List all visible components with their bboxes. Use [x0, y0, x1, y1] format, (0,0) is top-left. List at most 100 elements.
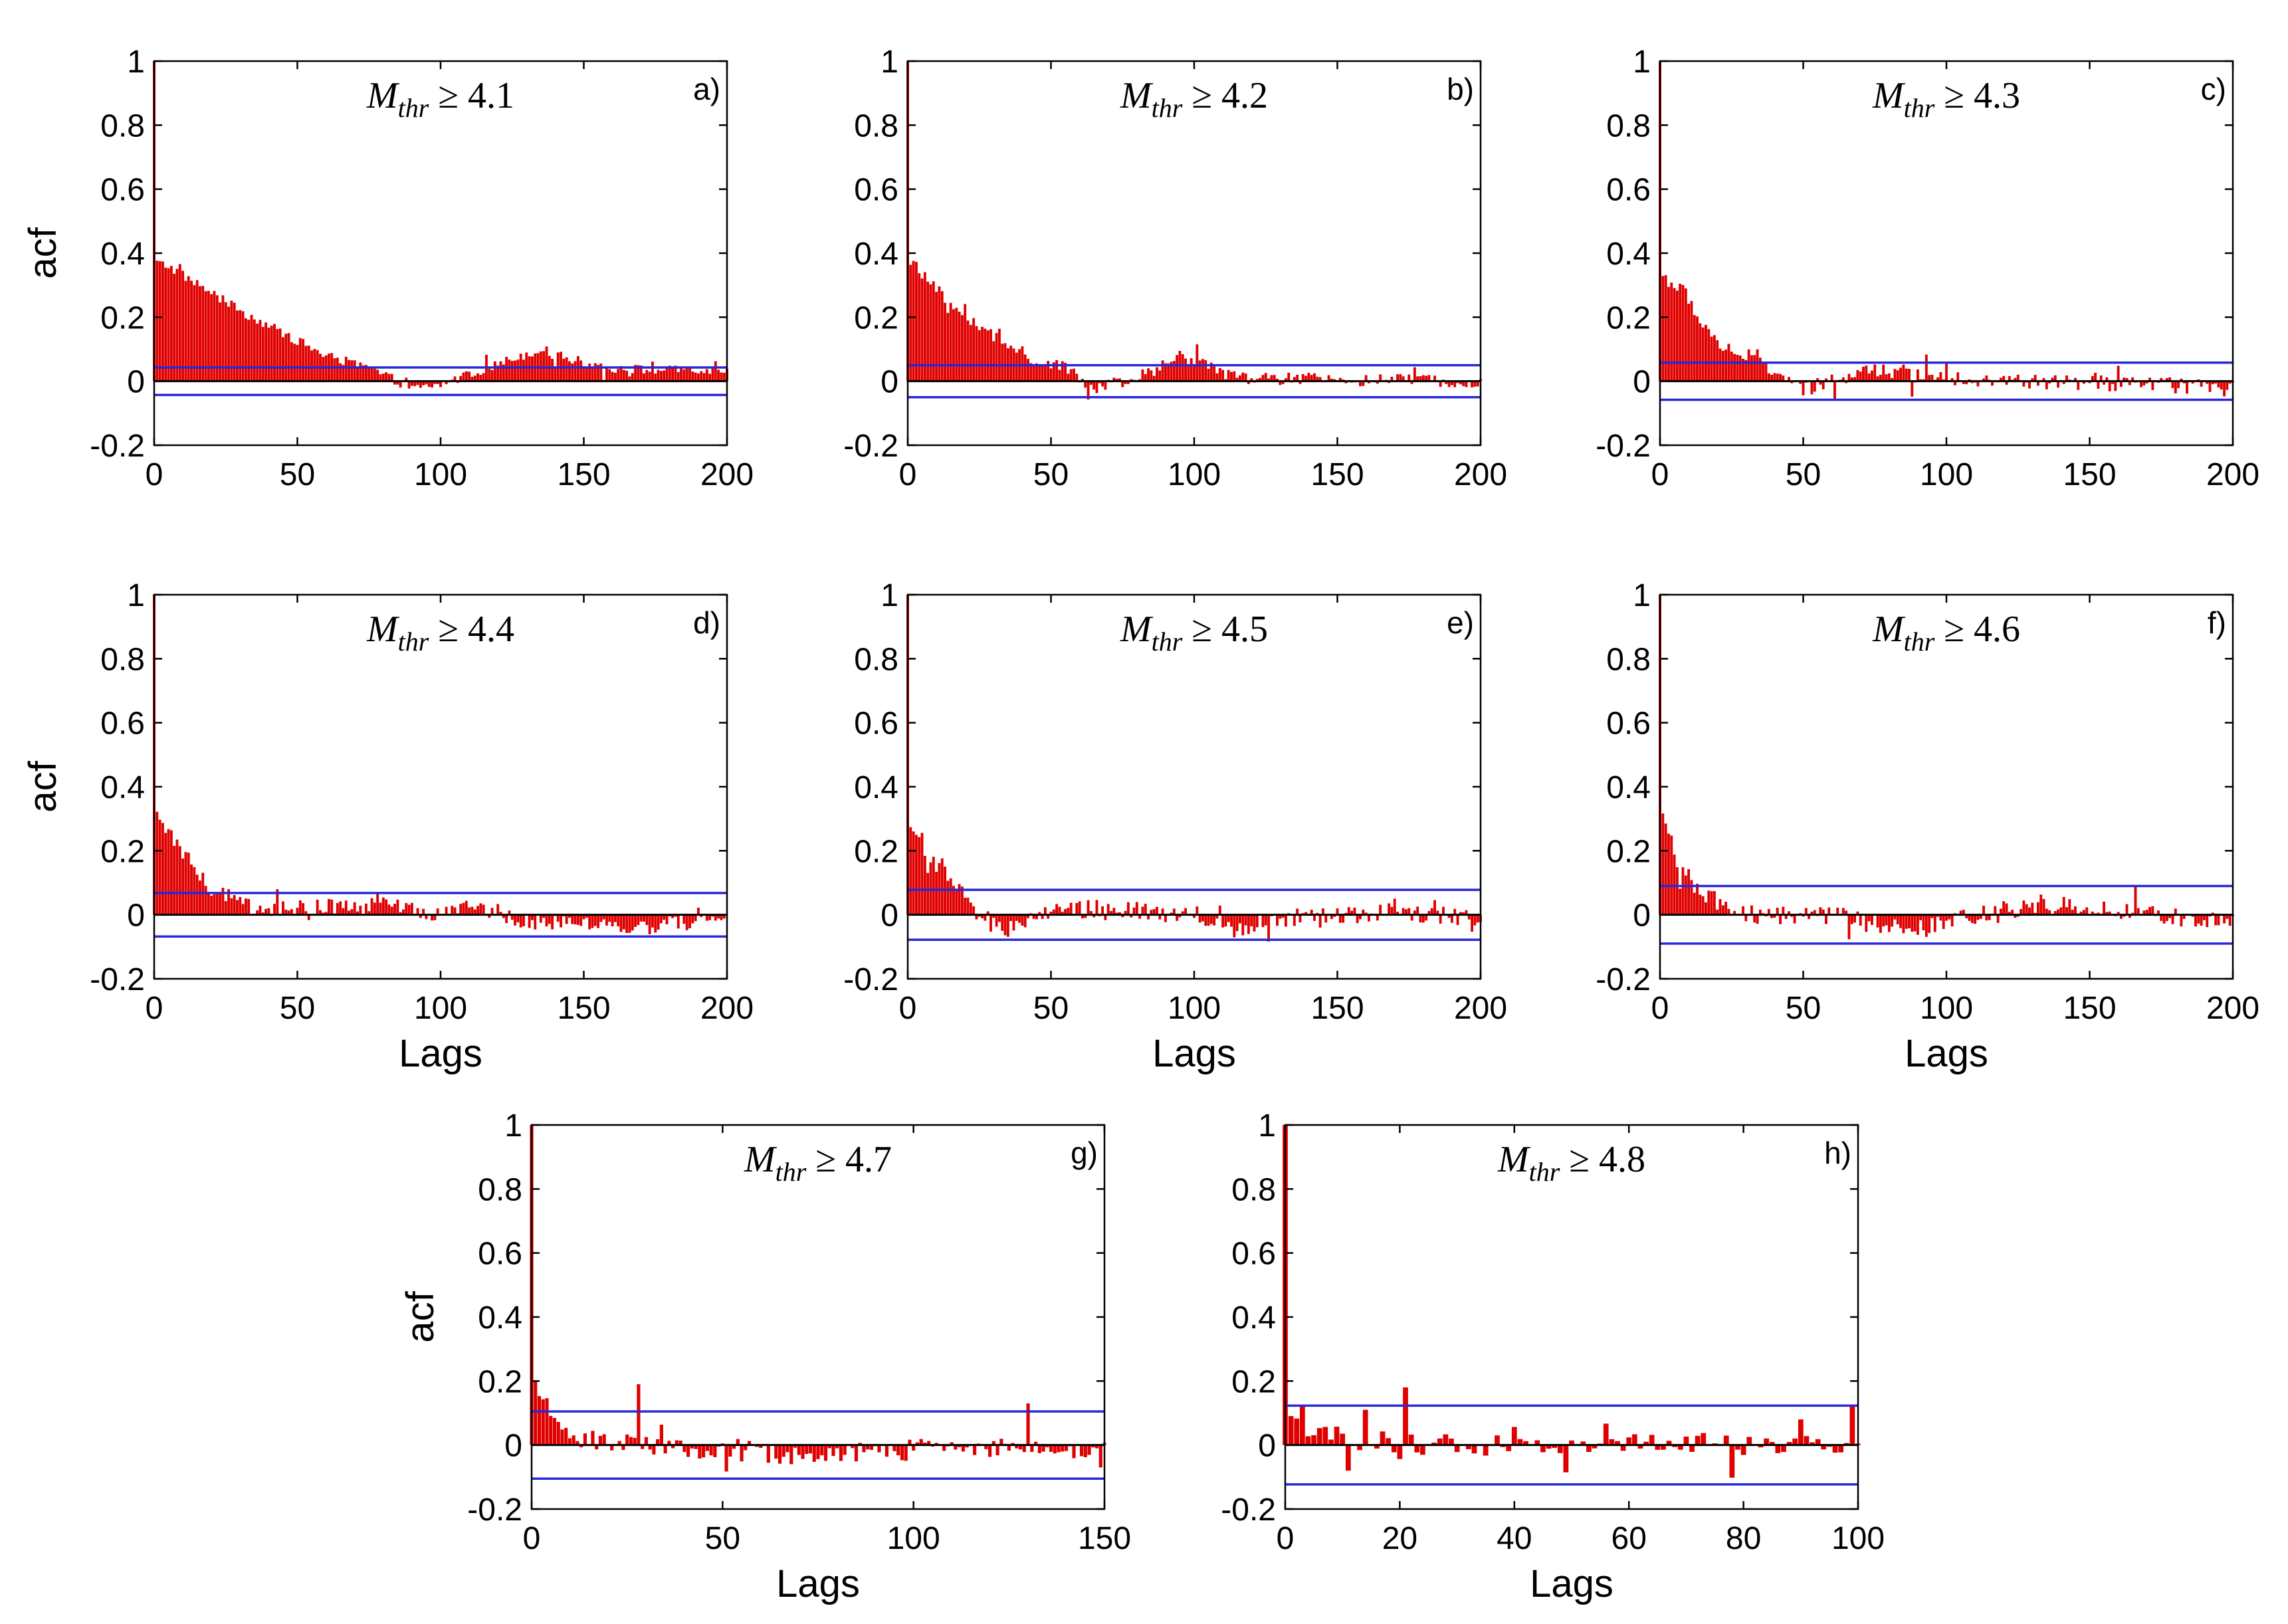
acf-bar [965, 1445, 969, 1448]
x-tick-label: 200 [1454, 457, 1507, 492]
acf-bar [1956, 372, 1960, 381]
acf-bar [476, 373, 479, 381]
acf-bar [1094, 1445, 1099, 1449]
acf-bar [862, 1445, 866, 1453]
acf-bar [1167, 363, 1170, 381]
acf-bar [1069, 902, 1073, 915]
acf-bar [2151, 381, 2154, 390]
acf-bar [1413, 367, 1416, 381]
acf-bar [1936, 914, 1940, 917]
acf-bar [173, 274, 176, 381]
acf-bar [722, 373, 726, 381]
acf-bar [969, 325, 972, 381]
acf-bar [2108, 381, 2111, 391]
acf-bar [641, 1445, 645, 1449]
acf-bar [158, 261, 161, 381]
acf-bar [459, 904, 463, 915]
plot-frame [906, 60, 1482, 447]
acf-bar [722, 914, 726, 919]
acf-bar [935, 292, 938, 381]
acf-bar [1447, 381, 1451, 387]
acf-bar [1391, 1445, 1397, 1453]
acf-bar [1950, 914, 1954, 927]
acf-bar [1061, 361, 1064, 381]
acf-bar [909, 264, 912, 381]
x-tick-label: 200 [1454, 991, 1507, 1026]
acf-bar [1690, 301, 1693, 381]
acf-bar [2097, 912, 2100, 915]
acf-bar [562, 358, 566, 381]
acf-bar [261, 912, 264, 915]
acf-bar [621, 1445, 625, 1451]
acf-bar [992, 341, 995, 381]
acf-bar [1015, 914, 1018, 921]
acf-bar [1569, 1440, 1574, 1445]
acf-bar [1827, 907, 1831, 915]
acf-bar [1813, 910, 1816, 915]
acf-bar [896, 1445, 900, 1456]
acf-bar [1696, 316, 1699, 381]
acf-bar [1865, 365, 1868, 381]
acf-bar [611, 371, 614, 381]
x-tick-label: 150 [2063, 991, 2116, 1026]
acf-bar [1293, 377, 1296, 381]
acf-bar [1161, 360, 1164, 381]
acf-bar [714, 914, 717, 921]
acf-bar [1483, 1445, 1489, 1456]
acf-bar [304, 911, 308, 915]
acf-bar [1043, 365, 1047, 381]
acf-bar [1511, 1427, 1517, 1445]
acf-bar [1052, 909, 1055, 915]
acf-bar [519, 914, 522, 928]
y-tick-label: 0.2 [100, 300, 145, 336]
acf-bar [1830, 374, 1833, 381]
acf-bar [1152, 375, 1156, 381]
acf-bar [593, 914, 597, 926]
acf-bar [173, 845, 176, 915]
acf-bar [1885, 914, 1888, 926]
acf-bar [1287, 372, 1291, 381]
acf-bar [1675, 867, 1679, 915]
x-tick-label: 0 [1651, 991, 1669, 1026]
acf-bar [422, 381, 425, 385]
acf-bar [1744, 359, 1748, 381]
acf-bar [1893, 369, 1897, 381]
acf-bar [239, 310, 242, 381]
y-tick-label: 0.4 [1231, 1300, 1276, 1336]
acf-bar [713, 1445, 717, 1457]
acf-bar [2105, 912, 2109, 915]
acf-bar [1790, 381, 1794, 383]
acf-bar [1928, 375, 1931, 381]
acf-bar [2111, 381, 2114, 384]
acf-bar [793, 1445, 797, 1448]
acf-bar [1887, 373, 1891, 381]
acf-bar [1156, 367, 1158, 381]
y-tick-label: 0.6 [1231, 1237, 1276, 1272]
acf-bar [944, 302, 946, 381]
acf-bar [344, 900, 348, 915]
acf-bar [2014, 377, 2017, 381]
acf-bar [946, 312, 950, 381]
y-tick-label: 0.2 [478, 1364, 522, 1399]
acf-bar [1736, 354, 1739, 381]
acf-bar [2131, 377, 2134, 381]
acf-bar [419, 914, 422, 918]
acf-bar [892, 1445, 896, 1451]
acf-bar [1779, 373, 1782, 381]
acf-bar [2171, 914, 2174, 924]
acf-bar [402, 909, 405, 915]
acf-bar [1679, 283, 1682, 381]
acf-bar [545, 346, 548, 381]
acf-bar [195, 874, 199, 915]
acf-bar [1953, 381, 1956, 385]
acf-bar [1296, 374, 1299, 381]
acf-bar [1064, 908, 1067, 915]
acf-bar [946, 880, 950, 915]
acf-bar [1230, 371, 1233, 381]
acf-bar [1221, 369, 1225, 381]
acf-bar [1792, 1438, 1798, 1445]
acf-bar [952, 886, 955, 915]
acf-bar [1172, 361, 1176, 381]
